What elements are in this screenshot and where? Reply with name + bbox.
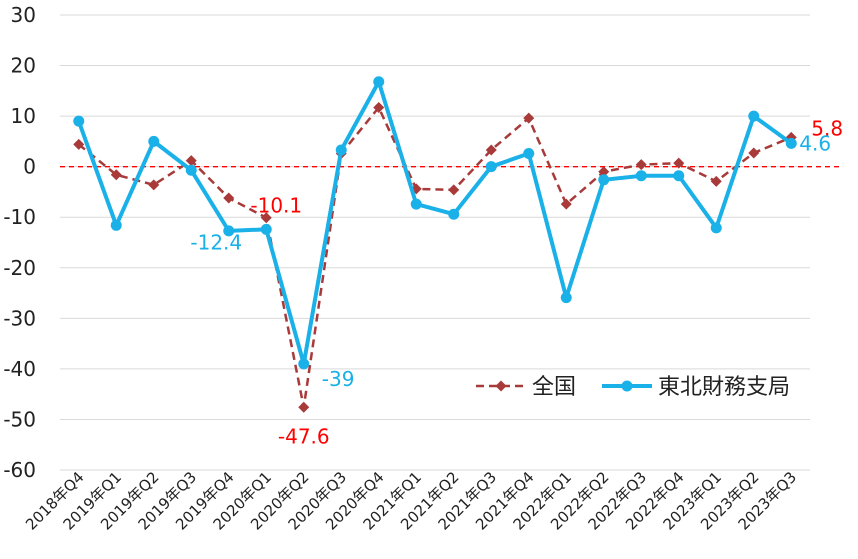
y-axis: 30 20 10 0 -10 -20 -30 -40 -50 -60 [3, 3, 36, 482]
data-label: -12.4 [190, 230, 242, 254]
series-line-tohoku [76, 79, 793, 366]
data-label: -47.6 [278, 424, 330, 448]
data-point-diamond [73, 138, 85, 150]
legend-marker-zenkoku [495, 380, 507, 392]
data-label: -39 [322, 367, 355, 391]
data-point-diamond [485, 144, 497, 156]
data-point-circle [73, 115, 85, 127]
data-label: 4.6 [799, 131, 831, 155]
data-point-diamond [523, 112, 535, 124]
x-axis: 2018年Q42019年Q12019年Q22019年Q32019年Q42020年… [22, 468, 800, 533]
data-point-circle [298, 358, 310, 370]
data-point-circle [673, 170, 685, 182]
data-point-circle [748, 110, 760, 122]
gridlines [60, 14, 810, 471]
data-point-circle [523, 148, 535, 160]
series-group [73, 76, 797, 413]
y-tick-label: -60 [3, 458, 36, 482]
data-point-circle [448, 208, 460, 220]
data-point-diamond [635, 159, 647, 171]
y-tick-label: 20 [11, 54, 36, 78]
legend-label-tohoku: 東北財務支局 [658, 375, 790, 400]
data-point-circle [223, 225, 235, 237]
data-point-diamond [673, 157, 685, 169]
data-point-circle [710, 222, 722, 234]
data-point-diamond [260, 212, 272, 224]
data-label: 5.8 [811, 116, 843, 140]
y-tick-label: 10 [11, 104, 36, 128]
y-tick-label: -50 [3, 407, 36, 431]
data-point-circle [148, 135, 160, 147]
data-point-diamond [748, 147, 760, 159]
data-point-diamond [373, 102, 385, 114]
data-point-diamond [710, 175, 722, 187]
y-tick-label: -20 [3, 256, 36, 280]
data-point-diamond [560, 198, 572, 210]
legend-marker-tohoku [621, 380, 633, 392]
data-point-diamond [598, 166, 610, 178]
data-point-circle [560, 292, 572, 304]
series-line-zenkoku [77, 105, 792, 408]
data-label: -10.1 [250, 194, 302, 218]
data-point-circle [635, 170, 647, 182]
data-point-circle [373, 76, 385, 88]
data-point-circle [785, 137, 797, 149]
data-point-circle [410, 198, 422, 210]
data-point-circle [335, 144, 347, 156]
data-point-diamond [110, 169, 122, 181]
y-tick-label: -30 [3, 306, 36, 330]
data-point-diamond [448, 184, 460, 196]
series-1 [73, 76, 797, 370]
series-0 [73, 102, 797, 413]
y-tick-label: 30 [11, 3, 36, 27]
data-labels: -10.1 -47.6 5.8 -12.4 -39 4.6 [190, 116, 843, 448]
y-tick-label: 0 [23, 155, 36, 179]
data-point-circle [185, 164, 197, 176]
data-point-circle [260, 223, 272, 235]
y-tick-label: -10 [3, 205, 36, 229]
legend: 全国 東北財務支局 [476, 375, 790, 400]
y-tick-label: -40 [3, 357, 36, 381]
data-point-diamond [185, 155, 197, 167]
data-point-diamond [223, 192, 235, 204]
data-point-circle [598, 174, 610, 186]
data-point-circle [110, 219, 122, 231]
data-point-circle [485, 161, 497, 173]
data-point-diamond [298, 401, 310, 413]
legend-label-zenkoku: 全国 [532, 375, 576, 400]
data-point-diamond [148, 179, 160, 191]
